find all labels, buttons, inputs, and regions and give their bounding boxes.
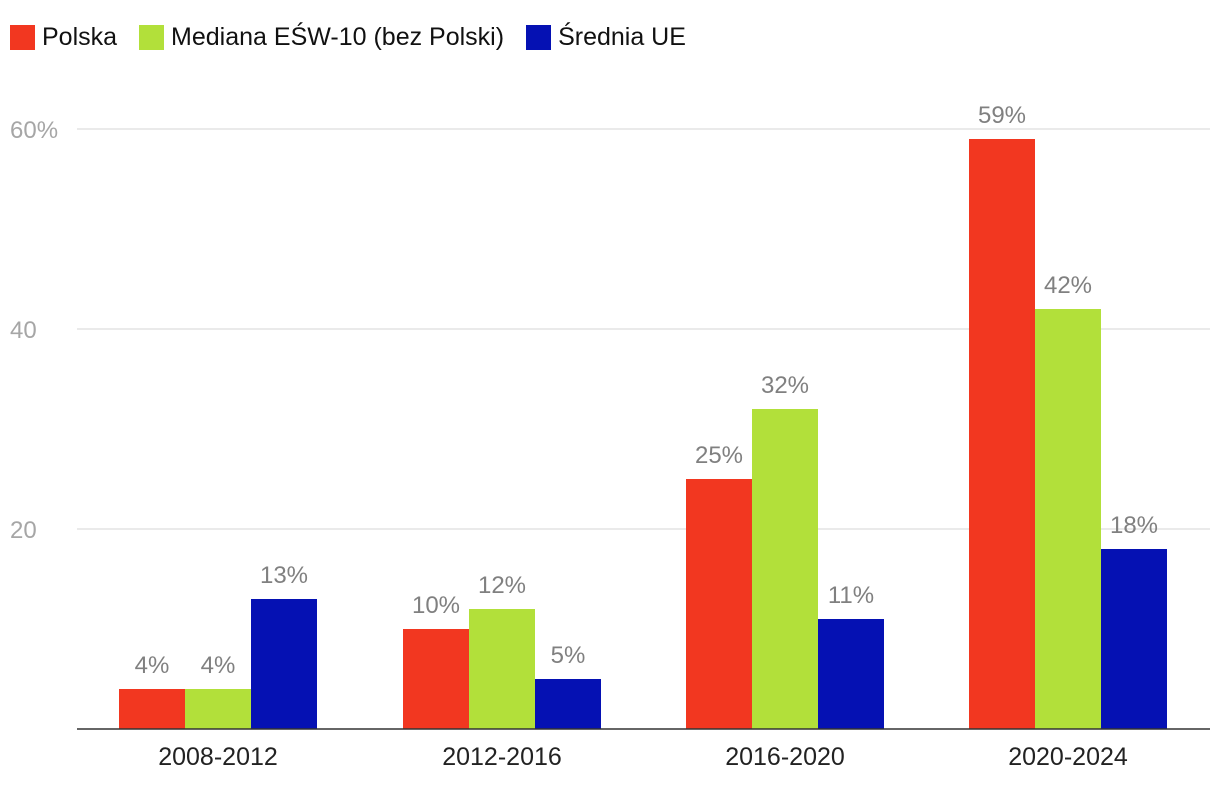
bar-mediana-e-w-10-bez-polski--3 xyxy=(1035,309,1101,729)
legend-item-polska: Polska xyxy=(10,23,117,52)
data-label: 11% xyxy=(828,582,874,609)
data-label: 5% xyxy=(551,642,586,669)
x-category-label: 2012-2016 xyxy=(442,743,562,771)
legend-item-mediana: Mediana EŚW-10 (bez Polski) xyxy=(139,23,504,52)
legend-swatch-srednia-ue xyxy=(526,24,552,50)
data-label: 12% xyxy=(478,572,526,599)
bar--rednia-ue-1 xyxy=(535,679,601,729)
data-label: 42% xyxy=(1044,272,1092,299)
bar-mediana-e-w-10-bez-polski--0 xyxy=(185,689,251,729)
x-category-label: 2020-2024 xyxy=(1008,743,1128,771)
bar-mediana-e-w-10-bez-polski--1 xyxy=(469,609,535,729)
x-category-label: 2008-2012 xyxy=(158,743,278,771)
bar-polska-1 xyxy=(403,629,469,729)
legend-label-srednia-ue: Średnia UE xyxy=(558,22,686,51)
axis-layer: 20 40 60% 2008-2012 2012-2016 2016-2020 2020-2… xyxy=(10,117,1210,771)
data-label: 32% xyxy=(761,372,809,399)
data-label: 4% xyxy=(201,652,236,679)
bar-polska-2 xyxy=(686,479,752,729)
y-tick-label: 60% xyxy=(10,117,58,144)
chart-legend: Polska Mediana EŚW-10 (bez Polski) Średn… xyxy=(10,20,708,54)
data-label: 10% xyxy=(412,592,460,619)
data-label: 13% xyxy=(260,562,308,589)
y-tick-label: 20 xyxy=(10,517,37,544)
data-label: 25% xyxy=(695,442,743,469)
legend-label-mediana: Mediana EŚW-10 (bez Polski) xyxy=(171,22,505,51)
bar--rednia-ue-3 xyxy=(1101,549,1167,729)
y-tick-label: 40 xyxy=(10,317,37,344)
bar--rednia-ue-2 xyxy=(818,619,884,729)
legend-swatch-polska xyxy=(10,24,35,50)
legend-item-srednia-ue: Średnia UE xyxy=(526,23,686,52)
legend-swatch-mediana xyxy=(139,24,165,50)
bar--rednia-ue-0 xyxy=(251,599,317,729)
bar-mediana-e-w-10-bez-polski--2 xyxy=(752,409,818,729)
legend-label-polska: Polska xyxy=(42,22,118,51)
x-category-label: 2016-2020 xyxy=(725,743,845,771)
data-label: 18% xyxy=(1110,512,1158,539)
bars-layer xyxy=(119,139,1167,729)
bar-polska-0 xyxy=(119,689,185,729)
labels-layer: 4% 10% 25% 59% 4% 12% 32% 42% 13% 5% 11% 18% xyxy=(135,102,1158,679)
data-label: 4% xyxy=(135,652,170,679)
data-label: 59% xyxy=(978,102,1026,129)
bar-polska-3 xyxy=(969,139,1035,729)
